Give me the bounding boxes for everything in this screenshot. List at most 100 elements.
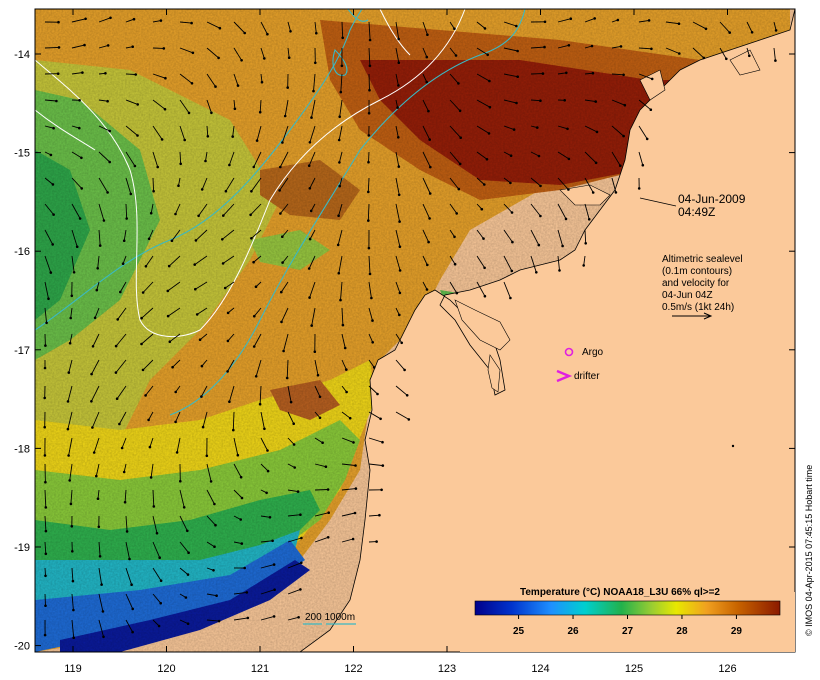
velocity-arrowhead [159,601,162,605]
velocity-arrow [150,203,154,214]
velocity-arrowhead [307,267,311,270]
velocity-arrow [281,125,289,143]
velocity-arrow [117,307,127,320]
velocity-arrow [98,567,103,585]
velocity-arrowhead [425,55,429,59]
velocity-arrowhead [509,181,512,185]
velocity-arrowhead [516,75,519,78]
velocity-arrowhead [258,110,262,114]
velocity-arrow [251,177,262,192]
velocity-arrowhead [245,591,249,594]
velocity-arrowhead [341,323,345,327]
velocity-arrowhead [594,100,597,103]
velocity-arrowhead [266,469,270,473]
sealevel-contours [35,9,466,338]
velocity-arrow [339,99,343,117]
velocity-arrow [557,229,564,247]
velocity-arrowhead [119,290,122,294]
velocity-arrowhead [149,476,153,479]
velocity-arrowhead [43,454,47,457]
velocity-arrowhead [458,109,462,113]
velocity-arrowhead [250,237,253,240]
lat-tick-label: -16 [14,246,30,258]
velocity-arrow [583,255,586,266]
velocity-arrowhead [44,506,48,509]
velocity-arrowhead [198,338,202,342]
longitude-axis: 119 120 121 122 123 124 125 126 [64,9,737,675]
velocity-arrowhead [90,400,93,403]
velocity-arrow [368,47,371,66]
velocity-arrowhead [44,574,47,578]
velocity-arrowhead [455,291,459,295]
velocity-arrowhead [68,341,72,345]
velocity-arrow [227,359,235,372]
velocity-arrowhead [543,20,547,24]
velocity-arrow [476,255,485,269]
velocity-arrowhead [121,262,125,266]
velocity-arrow [206,99,212,113]
velocity-arrow [281,229,289,237]
velocity-arrow [503,229,513,243]
velocity-arrowhead [318,416,322,420]
velocity-arrow [341,333,346,349]
velocity-arrow [98,151,111,163]
velocity-arrowhead [160,138,164,141]
velocity-arrowhead [292,422,296,426]
velocity-arrowhead [725,57,728,61]
velocity-arrowhead [214,523,217,527]
velocity-arrow [71,203,81,219]
velocity-arrowhead [134,73,137,76]
velocity-arrow [97,489,100,499]
velocity-arrowhead [340,64,344,68]
velocity-arrowhead [316,373,320,377]
velocity-arrow [611,45,622,49]
velocity-arrowhead [254,285,258,289]
velocity-arrowhead [539,214,542,218]
velocity-arrowhead [260,80,264,84]
velocity-arrow [503,99,517,104]
velocity-arrow [260,21,268,35]
velocity-arrow [367,203,370,221]
velocity-arrowhead [147,418,150,422]
velocity-arrow [287,562,302,569]
velocity-arrowhead [167,264,171,268]
velocity-arrow [279,151,289,168]
velocity-arrowhead [266,32,269,36]
velocity-arrowhead [226,370,229,373]
velocity-arrow [93,437,100,453]
velocity-arrow [503,21,517,27]
velocity-arrowhead [774,59,777,62]
velocity-arrowhead [213,545,216,548]
velocity-arrowhead [278,189,281,192]
plot-frame [34,8,796,653]
velocity-arrowhead [44,604,47,607]
altimetry-legend: Altimetric sealevel (0.1m contours) and … [662,254,743,320]
velocity-arrow [44,229,54,245]
velocity-arrow [233,617,248,621]
velocity-arrowhead [243,566,246,570]
velocity-arrow [422,21,428,35]
velocity-arrow [395,359,405,371]
velocity-arrowhead [582,264,585,267]
velocity-arrow [309,229,316,240]
velocity-arrow [70,307,73,319]
velocity-arrow [201,177,208,190]
lat-tick-label: -18 [14,443,30,455]
velocity-arrowhead [114,344,118,348]
velocity-arrowhead [171,365,174,369]
velocity-arrow [260,47,265,59]
velocity-arrowhead [567,188,570,191]
velocity-arrow [179,21,192,24]
velocity-arrowhead [213,502,216,506]
velocity-arrowhead [367,134,371,137]
velocity-arrowhead [339,90,343,94]
velocity-arrow [338,125,343,141]
velocity-arrowhead [515,101,518,105]
velocity-arrowhead [308,237,312,241]
velocity-arrow [233,47,242,61]
velocity-arrowhead [78,126,81,130]
velocity-arrowhead [66,400,70,403]
velocity-arrow [96,281,100,291]
velocity-arrowhead [174,420,177,424]
velocity-arrow [152,73,166,79]
